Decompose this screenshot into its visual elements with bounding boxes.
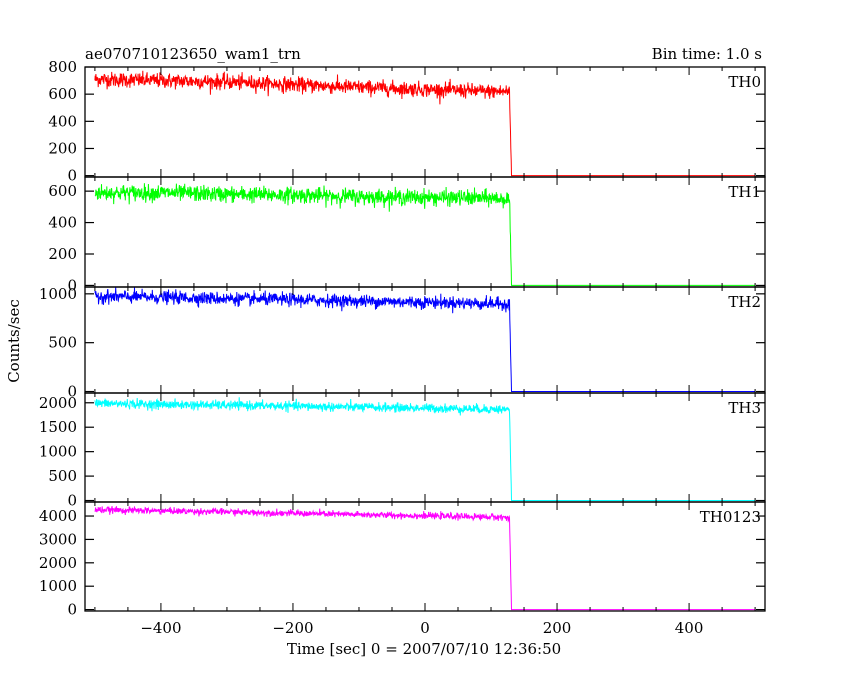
x-tick-label: −200 xyxy=(272,619,313,637)
y-tick-label: 800 xyxy=(48,58,77,76)
series-line-th0123 xyxy=(94,505,756,611)
chart-title-left: ae070710123650_wam1_trn xyxy=(85,45,301,63)
y-tick-label: 400 xyxy=(48,112,77,130)
y-tick-label: 500 xyxy=(48,334,77,352)
y-tick-label: 0 xyxy=(67,276,77,294)
y-tick-label: 2000 xyxy=(39,394,77,412)
panel-th0: 0 200 400 600 800 TH0 xyxy=(48,58,766,185)
y-tick-label: 1500 xyxy=(39,418,77,436)
panel-name-label: TH2 xyxy=(728,293,761,311)
y-tick-label: 600 xyxy=(48,182,77,200)
panel-name-label: TH0123 xyxy=(700,508,761,526)
y-tick-label: 600 xyxy=(48,85,77,103)
y-tick-label: 1000 xyxy=(39,285,77,303)
y-tick-label: 200 xyxy=(48,139,77,157)
panel-frame xyxy=(84,392,766,503)
panel-th1: 0 200 400 600 TH1 xyxy=(48,176,766,294)
y-tick-label: 0 xyxy=(67,601,77,619)
series-line-th3 xyxy=(94,397,756,501)
panel-name-label: TH3 xyxy=(728,399,761,417)
y-tick-label: 400 xyxy=(48,214,77,232)
x-tick-label: 400 xyxy=(675,619,704,637)
x-tick-label: −400 xyxy=(140,619,181,637)
x-tick-label: 200 xyxy=(543,619,572,637)
panel-th2: 0 500 1000 TH2 xyxy=(39,285,766,401)
y-tick-label: 500 xyxy=(48,467,77,485)
x-axis-label: Time [sec] 0 = 2007/07/10 12:36:50 xyxy=(287,640,561,658)
y-tick-label: 0 xyxy=(67,383,77,401)
panel-th3: 0 500 1000 1500 2000 TH3 xyxy=(39,392,766,510)
series-line-th2 xyxy=(94,287,756,392)
y-tick-label: 4000 xyxy=(39,507,77,525)
y-tick-label: 0 xyxy=(67,492,77,510)
panel-name-label: TH1 xyxy=(728,183,761,201)
y-tick-label: 3000 xyxy=(39,530,77,548)
y-tick-label: 0 xyxy=(67,167,77,185)
y-tick-label: 1000 xyxy=(39,443,77,461)
y-tick-label: 200 xyxy=(48,245,77,263)
y-tick-label: 2000 xyxy=(39,554,77,572)
chart-title-right: Bin time: 1.0 s xyxy=(652,45,762,63)
series-line-th0 xyxy=(94,70,756,177)
x-tick-label: 0 xyxy=(420,619,430,637)
panels-group: 0 200 400 600 800 TH0 0 200 400 600 TH1 0 500 1000 TH2… xyxy=(39,58,766,637)
y-axis-label: Counts/sec xyxy=(5,299,23,383)
y-tick-label: 1000 xyxy=(39,577,77,595)
series-line-th1 xyxy=(94,183,756,286)
panel-name-label: TH0 xyxy=(728,73,761,91)
panel-th0123: 0 1000 2000 3000 4000 TH0123 xyxy=(39,501,766,619)
